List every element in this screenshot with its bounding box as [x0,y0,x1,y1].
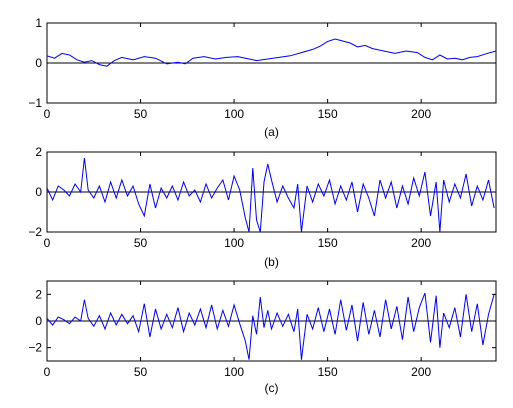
x-tick-label: 100 [224,107,244,121]
series-line [47,292,495,360]
series-line [47,38,496,67]
x-tick-label: 200 [411,365,431,379]
x-tick-label: 50 [134,365,148,379]
y-tick-label: 0 [35,185,42,199]
panel-caption: (c) [265,381,279,395]
y-tick-label: −1 [28,96,42,110]
x-tick-label: 150 [318,365,338,379]
x-tick-label: 200 [411,236,431,250]
panel-caption: (a) [264,125,279,139]
x-tick-label: 100 [224,365,244,379]
x-tick-label: 100 [224,236,244,250]
x-tick-label: 0 [44,365,51,379]
y-tick-label: 2 [35,145,42,159]
chart-panel: 0 50 100 150 200−202(b) [28,145,497,269]
panel-caption: (b) [264,255,279,269]
y-tick-label: 0 [35,56,42,70]
y-tick-label: 1 [35,16,42,30]
x-tick-label: 0 [44,236,51,250]
y-tick-label: 0 [35,314,42,328]
y-tick-label: −2 [28,225,42,239]
chart-panel: 0 50 100 150 200−101(a) [28,16,497,139]
x-tick-label: 200 [411,107,431,121]
series-line [47,157,495,232]
chart-panel: 0 50 100 150 200−202(c) [28,280,497,395]
y-tick-label: 2 [35,287,42,301]
x-tick-label: 150 [318,107,338,121]
x-tick-label: 50 [134,107,148,121]
x-tick-label: 0 [44,107,51,121]
y-tick-label: −2 [28,341,42,355]
x-tick-label: 50 [134,236,148,250]
x-tick-label: 150 [318,236,338,250]
